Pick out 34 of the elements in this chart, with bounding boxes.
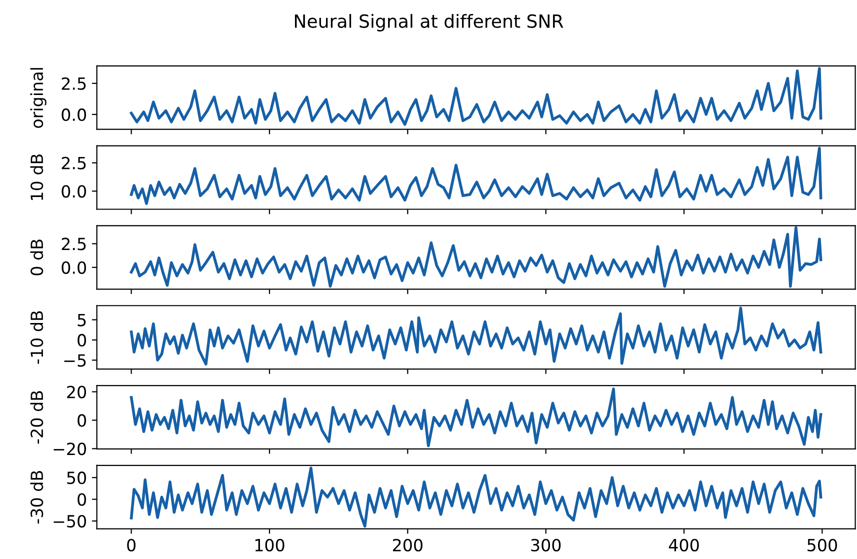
y-axis-title: 0 dB (30, 240, 44, 276)
line-series (130, 146, 822, 205)
x-tick-label: 500 (808, 538, 837, 552)
y-tick-label: 0.0 (62, 185, 86, 198)
y-axis-title: -20 dB (30, 391, 44, 444)
line-series (130, 306, 822, 366)
y-tick-label: −50 (54, 514, 86, 528)
y-tick-label: 0.0 (62, 261, 86, 274)
y-tick-label: 2.5 (62, 238, 86, 250)
y-axis-title: -10 dB (30, 311, 44, 364)
y-tick-label: 20 (67, 386, 86, 398)
y-tick-label: −5 (64, 354, 86, 367)
x-tick-label: 100 (255, 538, 284, 552)
y-tick-label: 0.0 (62, 108, 86, 122)
y-axis-title: original (30, 68, 46, 128)
y-tick-label: −20 (54, 442, 86, 456)
y-tick-label: 2.5 (62, 156, 86, 170)
x-tick-label: 400 (668, 538, 699, 552)
y-axis-title: -30 dB (30, 471, 44, 524)
x-tick-label: 200 (392, 538, 422, 552)
line-series (130, 388, 822, 448)
y-tick-label: 2.5 (62, 77, 86, 90)
y-tick-label: 50 (67, 472, 86, 484)
x-tick-label: 300 (531, 538, 561, 552)
y-tick-label: 0 (78, 493, 86, 506)
line-series (130, 226, 822, 288)
y-axis-title: 10 dB (30, 154, 44, 200)
line-series (130, 466, 822, 528)
y-tick-label: 5 (78, 314, 86, 326)
chart-title: Neural Signal at different SNR (294, 14, 564, 32)
y-tick-label: 0 (78, 414, 86, 427)
y-tick-label: 0 (78, 334, 86, 347)
line-series (130, 67, 822, 126)
x-tick-label: 0 (127, 538, 136, 552)
